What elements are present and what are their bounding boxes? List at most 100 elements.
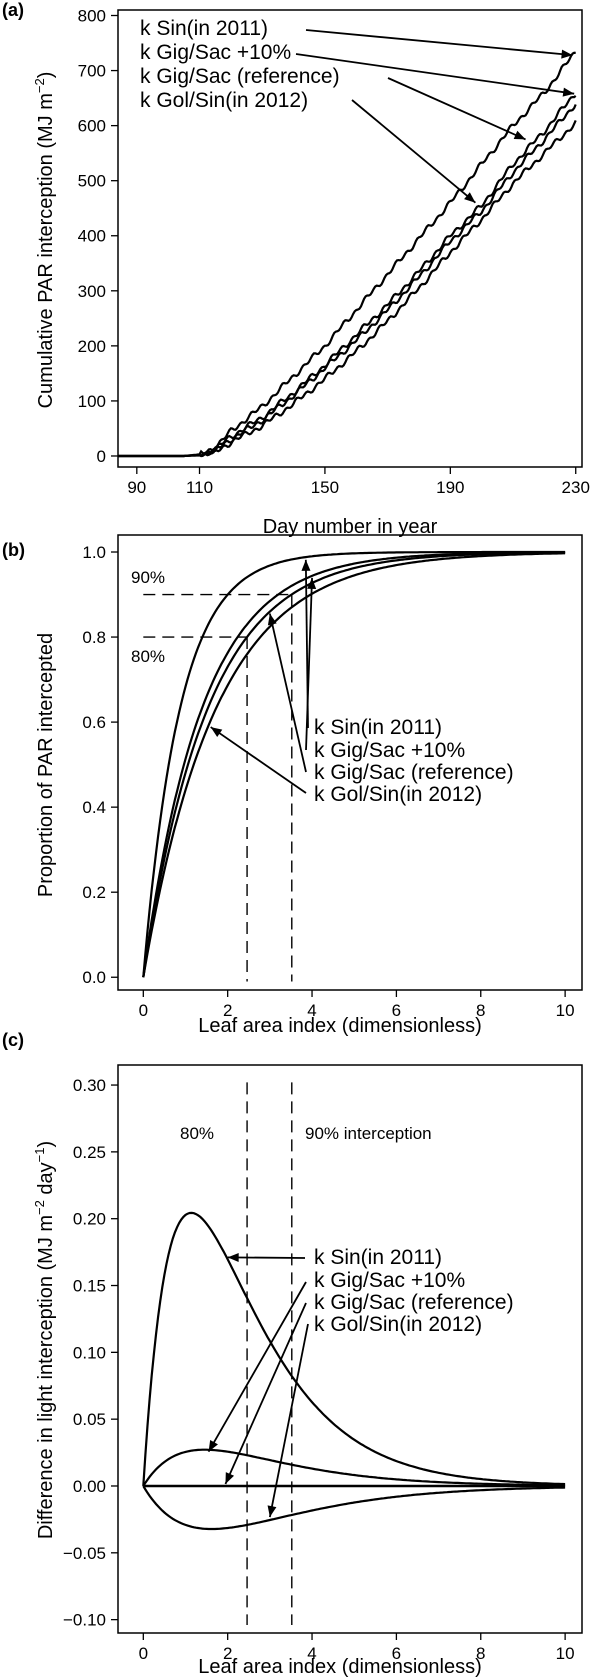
panel-0-ytick-label: 400: [78, 227, 106, 246]
panel-0-xtick-label: 150: [311, 478, 339, 497]
panel-b-series: [142, 550, 566, 978]
panel-a-arrow-sin2011: [305, 29, 573, 57]
panel-c-90-label: 90% interception: [305, 1124, 432, 1143]
panel-1-ytick-label: 0.8: [82, 628, 106, 647]
panel-a-series: [118, 51, 577, 458]
panel-b-arrow-gigsacref: [268, 613, 307, 773]
panel-a-legend-golsin2012: k Gol/Sin(in 2012): [140, 89, 308, 112]
panel-a-arrow-gigsac10-head: [562, 87, 575, 97]
panel-1-xtick-label: 10: [556, 1001, 575, 1020]
panel-a-line-sin2011: [118, 51, 576, 458]
panel-0-ytick-label: 0: [97, 447, 106, 466]
panel-2-xtick-label: 4: [307, 1644, 316, 1663]
panel-0-ytick-label: 200: [78, 337, 106, 356]
panel-a-label: (a): [2, 0, 24, 20]
panel-c-label: (c): [2, 1030, 24, 1050]
panel-2-ytick-label: 0.20: [73, 1210, 106, 1229]
panel-a-legend: k Sin(in 2011) k Gig/Sac +10% k Gig/Sac …: [140, 17, 340, 112]
panel-c-arrow-golsin2012: [268, 1323, 309, 1518]
panel-c-legend: k Sin(in 2011) k Gig/Sac +10% k Gig/Sac …: [314, 1246, 514, 1336]
panel-0-xtick-label: 110: [186, 478, 213, 497]
panel-1-ytick-label: 0.6: [82, 713, 106, 732]
panel-c-ticks: 0 2 4 6 8 10 −0.10 −0.05 0.00 0.05 0.10 0.15 0.20 0.2…: [63, 1076, 575, 1663]
panel-0-ytick-label: 100: [78, 392, 106, 411]
panel-b-90-label: 90%: [131, 568, 165, 587]
panel-b-legend: k Sin(in 2011) k Gig/Sac +10% k Gig/Sac …: [314, 716, 514, 806]
panel-c-arrow-gigsacref-head: [225, 1472, 235, 1484]
panel-b-frame: [117, 534, 583, 991]
panel-c-arrows: [207, 1252, 309, 1518]
panel-b-arrow-gigsacref-head: [267, 613, 277, 626]
panel-c-xlabel: Leaf area index (dimensionless): [198, 1656, 482, 1678]
panel-b-line-gigsacref: [142, 551, 566, 978]
panel-a-ylabel: Cumulative PAR interception (MJ m−2): [32, 72, 57, 409]
panel-a-arrow-sin2011-head: [561, 49, 573, 59]
panel-1-xtick-label: 8: [476, 1001, 485, 1020]
panel-a-line-gigsac10: [118, 95, 577, 458]
panel-b-xlabel: Leaf area index (dimensionless): [198, 1015, 482, 1037]
panel-2-xtick-label: 2: [223, 1644, 232, 1663]
panel-1-xtick-label: 6: [392, 1001, 401, 1020]
panel-1-xtick-label: 0: [139, 1001, 148, 1020]
panel-0-xtick-label: 90: [127, 478, 146, 497]
panel-a: (a) 90 110 150 190 230 0 100 200 300 400 500 600 700…: [2, 0, 590, 538]
panel-c-arrow-gigsac10-head: [208, 1439, 218, 1452]
panel-b-arrows: [210, 559, 317, 794]
panel-c-frame: [117, 1064, 583, 1634]
panel-1-ytick-label: 0.4: [82, 798, 106, 817]
panel-a-line-gigsacref: [118, 104, 577, 458]
panel-c-legend-gigsacref: k Gig/Sac (reference): [314, 1291, 514, 1314]
panel-a-legend-sin2011: k Sin(in 2011): [140, 17, 268, 40]
panel-b-arrow-gigsac10: [305, 577, 313, 751]
panel-b-ticks: 0 2 4 6 8 10 0.0 0.2 0.4 0.6 0.8 1.0: [82, 543, 574, 1020]
panel-c-arrow-golsin2012-head: [267, 1505, 277, 1518]
panel-b-legend-golsin2012: k Gol/Sin(in 2012): [314, 783, 482, 806]
panel-0-xtick-label: 230: [562, 478, 590, 497]
panel-a-arrows: [295, 29, 575, 204]
panel-2-ytick-label: 0.30: [73, 1076, 106, 1095]
panel-0-ytick-label: 500: [78, 172, 106, 191]
panel-2-ytick-label: −0.05: [63, 1544, 106, 1563]
panel-0-ytick-label: 600: [78, 117, 106, 136]
panel-1-ytick-label: 0.0: [82, 968, 106, 987]
panel-b-legend-sin2011: k Sin(in 2011): [314, 716, 442, 739]
panel-a-legend-gigsac10: k Gig/Sac +10%: [140, 41, 291, 64]
panel-b-arrow-sin2011-head: [301, 559, 311, 571]
panel-2-ytick-label: 0.25: [73, 1143, 106, 1162]
panel-a-ticks: 90 110 150 190 230 0 100 200 300 400 500 600 700 800: [78, 7, 590, 497]
panel-c-legend-gigsac10: k Gig/Sac +10%: [314, 1269, 465, 1292]
panel-c-legend-sin2011: k Sin(in 2011): [314, 1246, 442, 1269]
panel-a-xlabel: Day number in year: [263, 516, 438, 538]
panel-b-legend-gigsacref: k Gig/Sac (reference): [314, 761, 514, 784]
panel-c: (c) 0 2 4 6 8 10 −0.10 −0.05 0.00 0.05 0.10 0.15 0.2…: [2, 1030, 583, 1678]
panel-b-80-label: 80%: [131, 647, 165, 666]
panel-a-arrow-gigsac10: [295, 53, 575, 95]
panel-a-line-golsin2012: [118, 119, 577, 458]
panel-0-ytick-label: 700: [78, 62, 106, 81]
panel-c-80-label: 80%: [180, 1124, 214, 1143]
panel-b-legend-gigsac10: k Gig/Sac +10%: [314, 739, 465, 762]
panel-a-frame: [117, 9, 583, 468]
panel-b: (b) 0 2 4 6 8 10 0.0 0.2 0.4 0.6 0.8 1.0 90% 80% k …: [2, 534, 583, 1037]
panel-c-line-gigsac10: [142, 1448, 566, 1487]
panel-a-arrow-golsin2012: [351, 99, 476, 204]
panel-c-reference-lines: [246, 1082, 293, 1625]
panel-b-line-golsin2012: [142, 552, 566, 978]
panel-1-xtick-label: 4: [307, 1001, 316, 1020]
panel-b-reference-lines: [143, 593, 293, 982]
panel-2-xtick-label: 8: [476, 1644, 485, 1663]
panel-c-legend-golsin2012: k Gol/Sin(in 2012): [314, 1313, 482, 1336]
panel-c-arrow-sin2011: [227, 1256, 306, 1259]
panel-a-arrow-gigsacref: [387, 77, 526, 141]
panel-2-xtick-label: 0: [139, 1644, 148, 1663]
panel-c-line-golsin2012: [142, 1485, 566, 1531]
panel-b-arrow-golsin2012: [210, 726, 307, 794]
panel-c-line-sin2011: [142, 1211, 566, 1487]
panel-0-ytick-label: 800: [78, 7, 106, 26]
panel-1-ytick-label: 0.2: [82, 883, 106, 902]
panel-b-arrow-golsin2012-head: [210, 727, 223, 738]
panel-a-arrow-golsin2012-head: [464, 192, 476, 203]
panel-c-arrow-sin2011-head: [227, 1252, 239, 1262]
panel-c-arrow-gigsac10: [207, 1281, 307, 1453]
panel-b-label: (b): [2, 540, 25, 560]
